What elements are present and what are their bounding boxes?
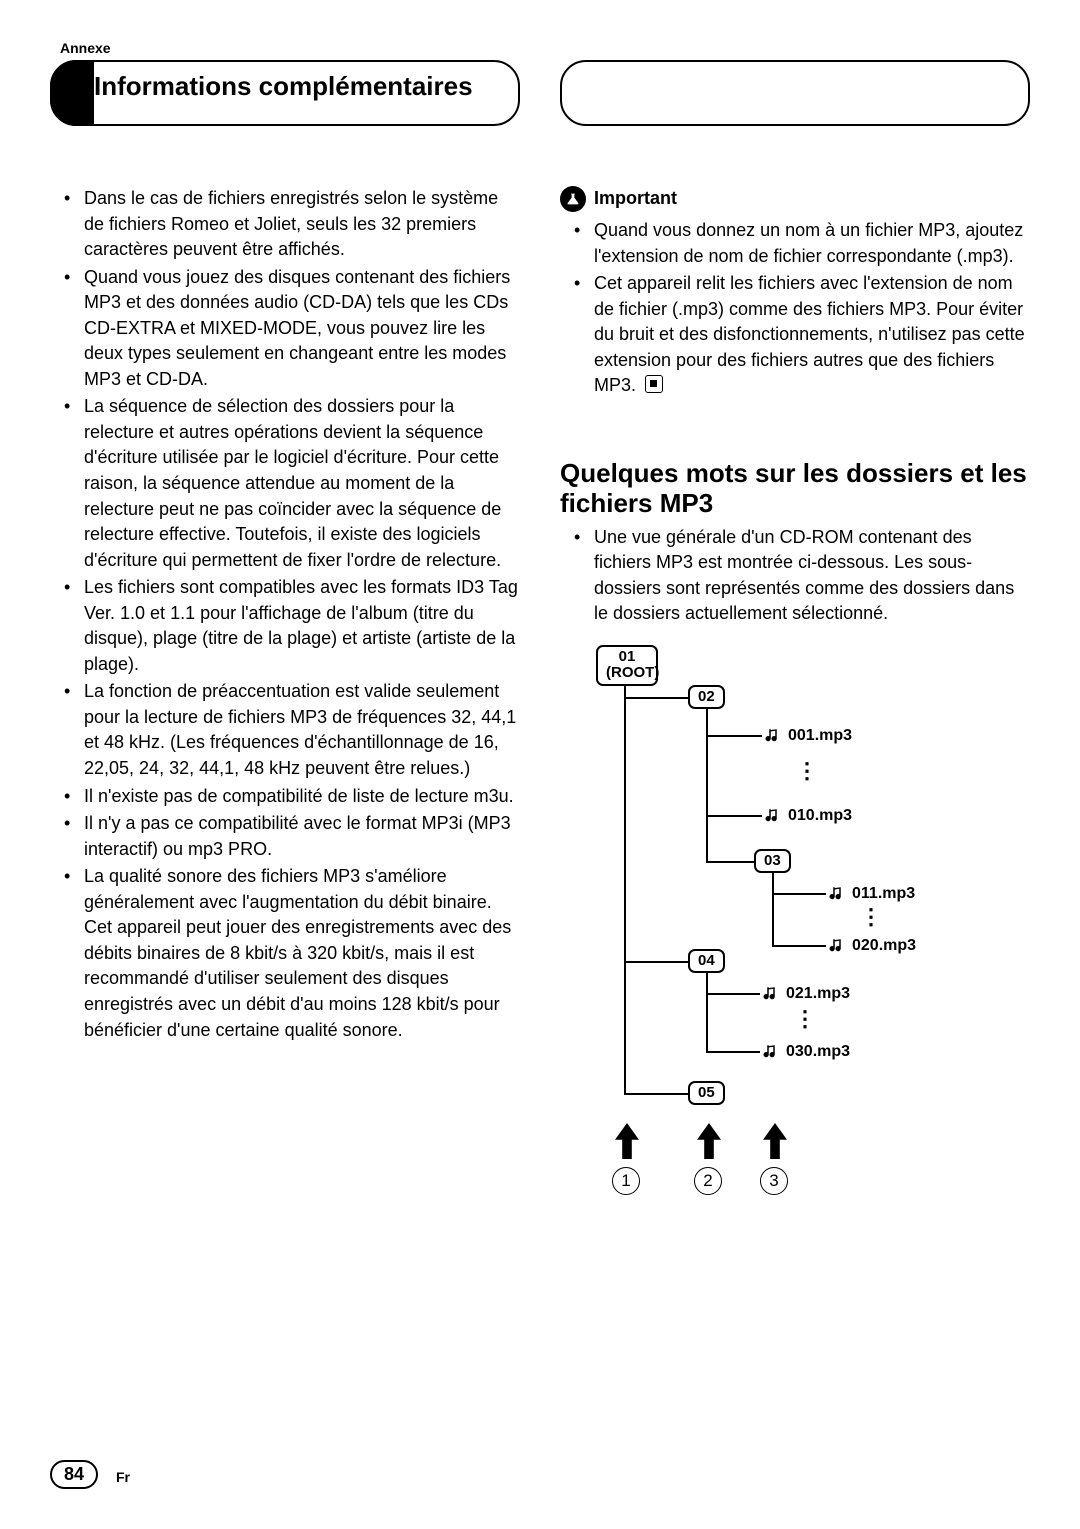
page-language: Fr — [116, 1469, 130, 1485]
bullet-item: Quand vous donnez un nom à un fichier MP… — [594, 218, 1030, 269]
annexe-label: Annexe — [60, 40, 1030, 56]
bullet-item: Il n'y a pas ce compatibilité avec le fo… — [84, 811, 520, 862]
file-label: 020.mp3 — [828, 935, 916, 958]
tree-line — [624, 1093, 688, 1095]
tree-line — [706, 815, 762, 817]
file-label: 030.mp3 — [762, 1041, 850, 1064]
right-column: Important Quand vous donnez un nom à un … — [560, 186, 1030, 1205]
folder-tree-diagram: 01(ROOT) 02 03 04 05 001.mp3 010.mp3 011.mp3 020… — [590, 645, 1000, 1205]
bullet-item: Quand vous jouez des disques contenant d… — [84, 265, 520, 393]
important-label: Important — [594, 186, 677, 212]
folder-box: 05 — [688, 1081, 725, 1106]
tree-line — [706, 1051, 760, 1053]
end-mark-icon — [645, 375, 663, 393]
tree-line — [706, 735, 762, 737]
page-number: 84 — [50, 1460, 98, 1489]
file-label: 001.mp3 — [764, 725, 852, 748]
circled-number: 2 — [694, 1167, 722, 1195]
bullet-item: La qualité sonore des fichiers MP3 s'amé… — [84, 864, 520, 1043]
left-column: Dans le cas de fichiers enregistrés selo… — [50, 186, 520, 1205]
file-label: 021.mp3 — [762, 983, 850, 1006]
tree-line — [706, 861, 754, 863]
folder-box: 03 — [754, 849, 791, 874]
tree-line — [772, 871, 774, 945]
important-heading: Important — [560, 186, 1030, 212]
bullet-item: Une vue générale d'un CD-ROM contenant d… — [594, 525, 1030, 627]
circled-number: 3 — [760, 1167, 788, 1195]
arrow-up-icon — [694, 1123, 724, 1159]
tree-line — [706, 993, 760, 995]
section2-bullet-list: Une vue générale d'un CD-ROM contenant d… — [560, 525, 1030, 627]
tree-line — [706, 971, 708, 1051]
arrow-up-icon — [612, 1123, 642, 1159]
vertical-dots-icon: ⋮ — [796, 767, 818, 776]
section2-title: Quelques mots sur les dossiers et les fi… — [560, 459, 1030, 519]
bullet-item: La séquence de sélection des dossiers po… — [84, 394, 520, 573]
tree-line — [624, 681, 626, 1093]
arrow-up-icon — [760, 1123, 790, 1159]
file-label: 011.mp3 — [828, 883, 915, 906]
header-row: Informations complémentaires — [50, 60, 1030, 126]
header-box-left: Informations complémentaires — [50, 60, 520, 126]
important-bullet-list: Quand vous donnez un nom à un fichier MP… — [560, 218, 1030, 399]
header-box-right — [560, 60, 1030, 126]
important-icon — [560, 186, 586, 212]
tree-line — [706, 707, 708, 861]
vertical-dots-icon: ⋮ — [794, 1015, 816, 1024]
file-label: 010.mp3 — [764, 805, 852, 828]
tree-line — [624, 961, 688, 963]
tree-line — [772, 893, 826, 895]
bullet-item: Cet appareil relit les fichiers avec l'e… — [594, 271, 1030, 399]
folder-box: 02 — [688, 685, 725, 710]
tree-line — [624, 697, 688, 699]
circled-number: 1 — [612, 1167, 640, 1195]
folder-box: 01(ROOT) — [596, 645, 658, 686]
bullet-item: Il n'existe pas de compatibilité de list… — [84, 784, 520, 810]
vertical-dots-icon: ⋮ — [860, 913, 882, 922]
header-title: Informations complémentaires — [94, 72, 490, 102]
folder-box: 04 — [688, 949, 725, 974]
left-bullet-list: Dans le cas de fichiers enregistrés selo… — [50, 186, 520, 1043]
bullet-item: Dans le cas de fichiers enregistrés selo… — [84, 186, 520, 263]
bullet-item: La fonction de préaccentuation est valid… — [84, 679, 520, 781]
tree-line — [772, 945, 826, 947]
bullet-item: Les fichiers sont compatibles avec les f… — [84, 575, 520, 677]
